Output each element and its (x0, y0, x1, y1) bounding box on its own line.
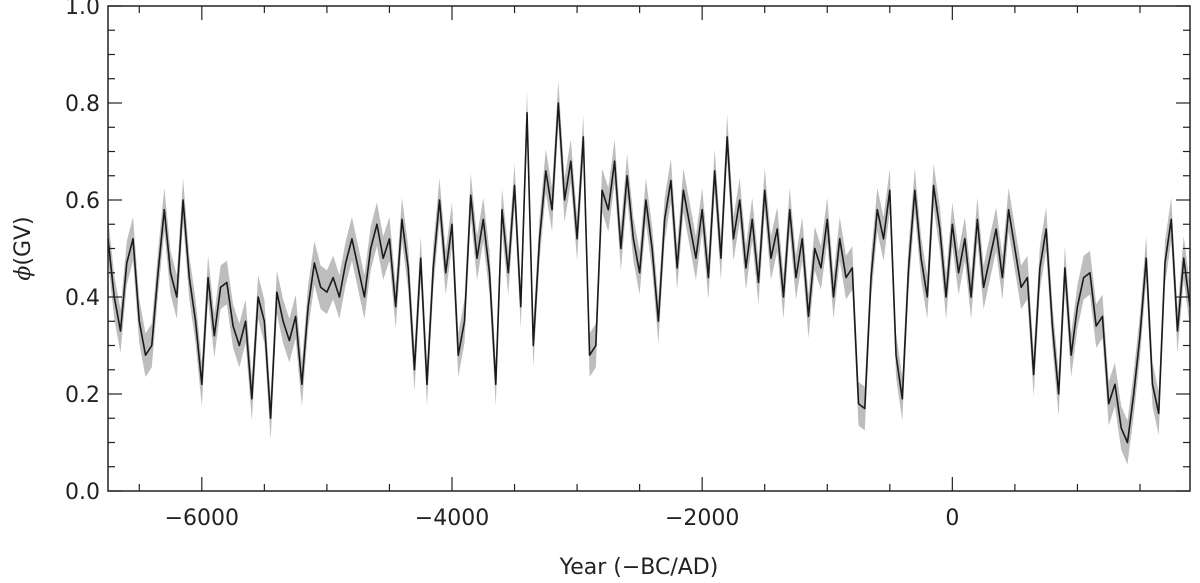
x-axis-label: Year (−BC/AD) (559, 555, 719, 580)
y-tick-label: 0.8 (65, 92, 100, 117)
y-axis-label: ϕ(GV) (11, 216, 36, 280)
x-tick-label: 0 (945, 506, 959, 531)
series-polyline (107, 102, 1191, 444)
y-tick-label: 0.6 (65, 189, 100, 214)
x-tick-label: −4000 (415, 506, 489, 531)
y-axis-label-group: ϕ(GV) (11, 216, 36, 280)
y-tick-label: 1.0 (65, 0, 100, 20)
y-axis-label-unit: (GV) (11, 216, 36, 265)
y-axis-ticks: 0.0 0.2 0.4 0.6 0.8 1.0 (65, 0, 1190, 505)
y-tick-label: 0.0 (65, 480, 100, 505)
y-axis-label-symbol: ϕ (11, 266, 36, 281)
x-tick-label: −6000 (165, 506, 239, 531)
y-tick-label: 0.2 (65, 383, 100, 408)
series-line (107, 102, 1191, 444)
x-tick-label: −2000 (665, 506, 739, 531)
x-axis-ticks: −6000 −4000 −2000 0 (138, 6, 1141, 531)
y-tick-label: 0.4 (65, 286, 100, 311)
